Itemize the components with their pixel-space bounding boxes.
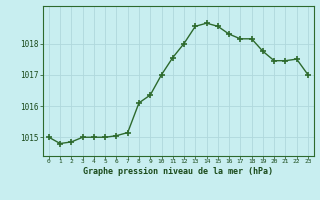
X-axis label: Graphe pression niveau de la mer (hPa): Graphe pression niveau de la mer (hPa) <box>84 167 273 176</box>
